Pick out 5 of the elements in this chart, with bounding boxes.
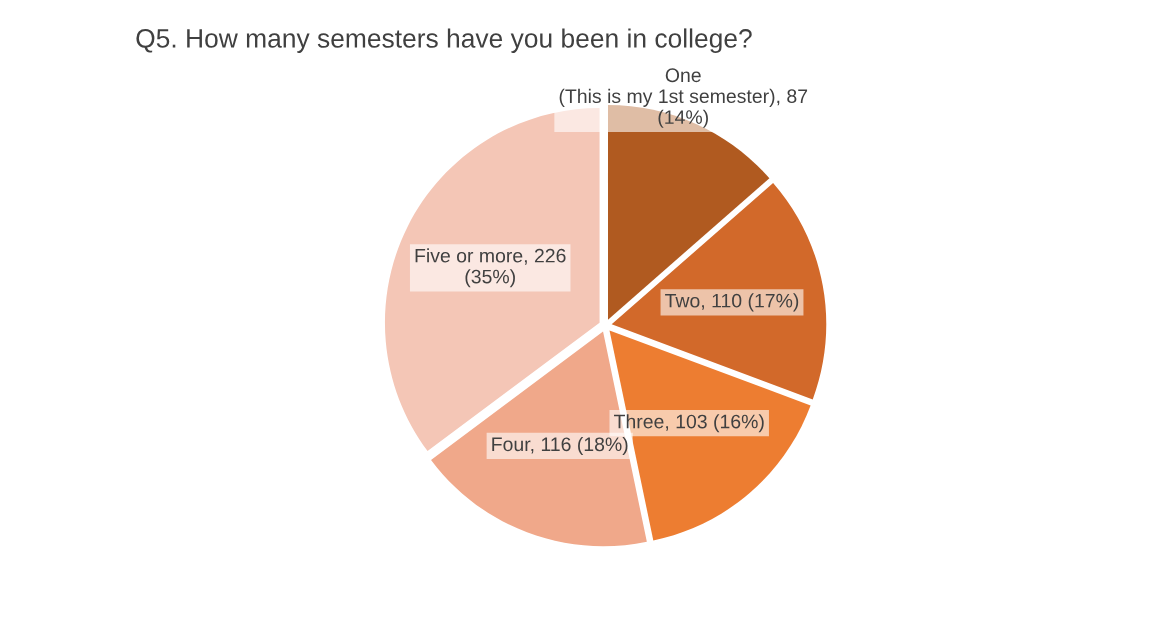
slice-label: Two, 110 (17%)	[665, 293, 799, 312]
chart-title: Q5. How many semesters have you been in college?	[136, 28, 752, 53]
slice-label: Four, 116 (18%)	[492, 436, 628, 455]
slice-label: Three, 103 (16%)	[614, 414, 764, 433]
slice-label: Five or more, 226 (35%)	[415, 248, 566, 288]
